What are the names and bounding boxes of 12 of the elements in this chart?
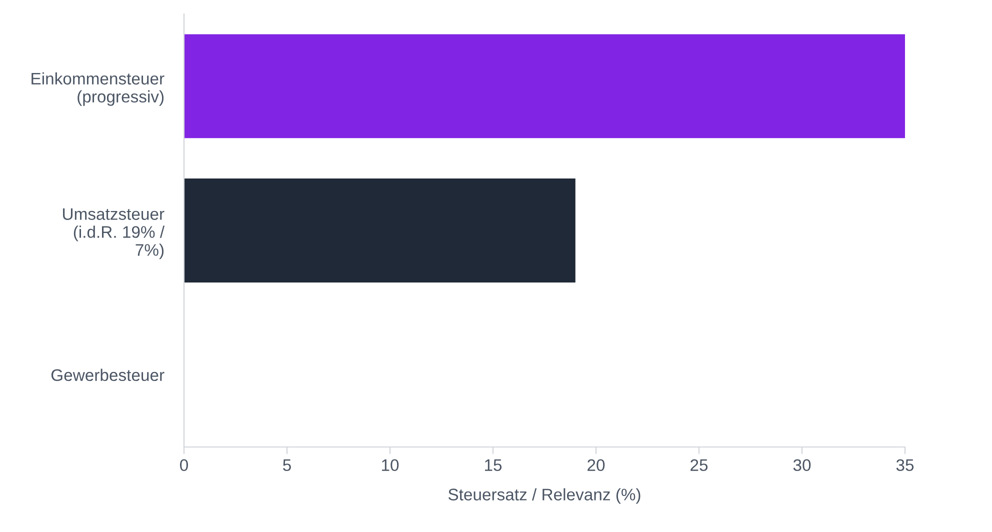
x-axis-title: Steuersatz / Relevanz (%) <box>448 488 640 504</box>
x-tick-label: 15 <box>485 459 502 472</box>
y-tick-label: Umsatzsteuer (i.d.R. 19% / 7%) <box>63 208 165 260</box>
x-tick-label: 20 <box>588 459 605 472</box>
x-tick-label: 25 <box>690 459 708 472</box>
x-tick-label: 0 <box>180 459 188 472</box>
y-tick-label: Gewerbesteuer <box>51 368 164 382</box>
x-tick-label: 5 <box>283 459 291 472</box>
x-tick-label: 30 <box>793 459 811 472</box>
x-tick-label: 10 <box>382 459 399 472</box>
y-tick-label: Einkommensteuer (progressiv) <box>32 72 164 106</box>
x-tick-label: 35 <box>896 459 914 472</box>
